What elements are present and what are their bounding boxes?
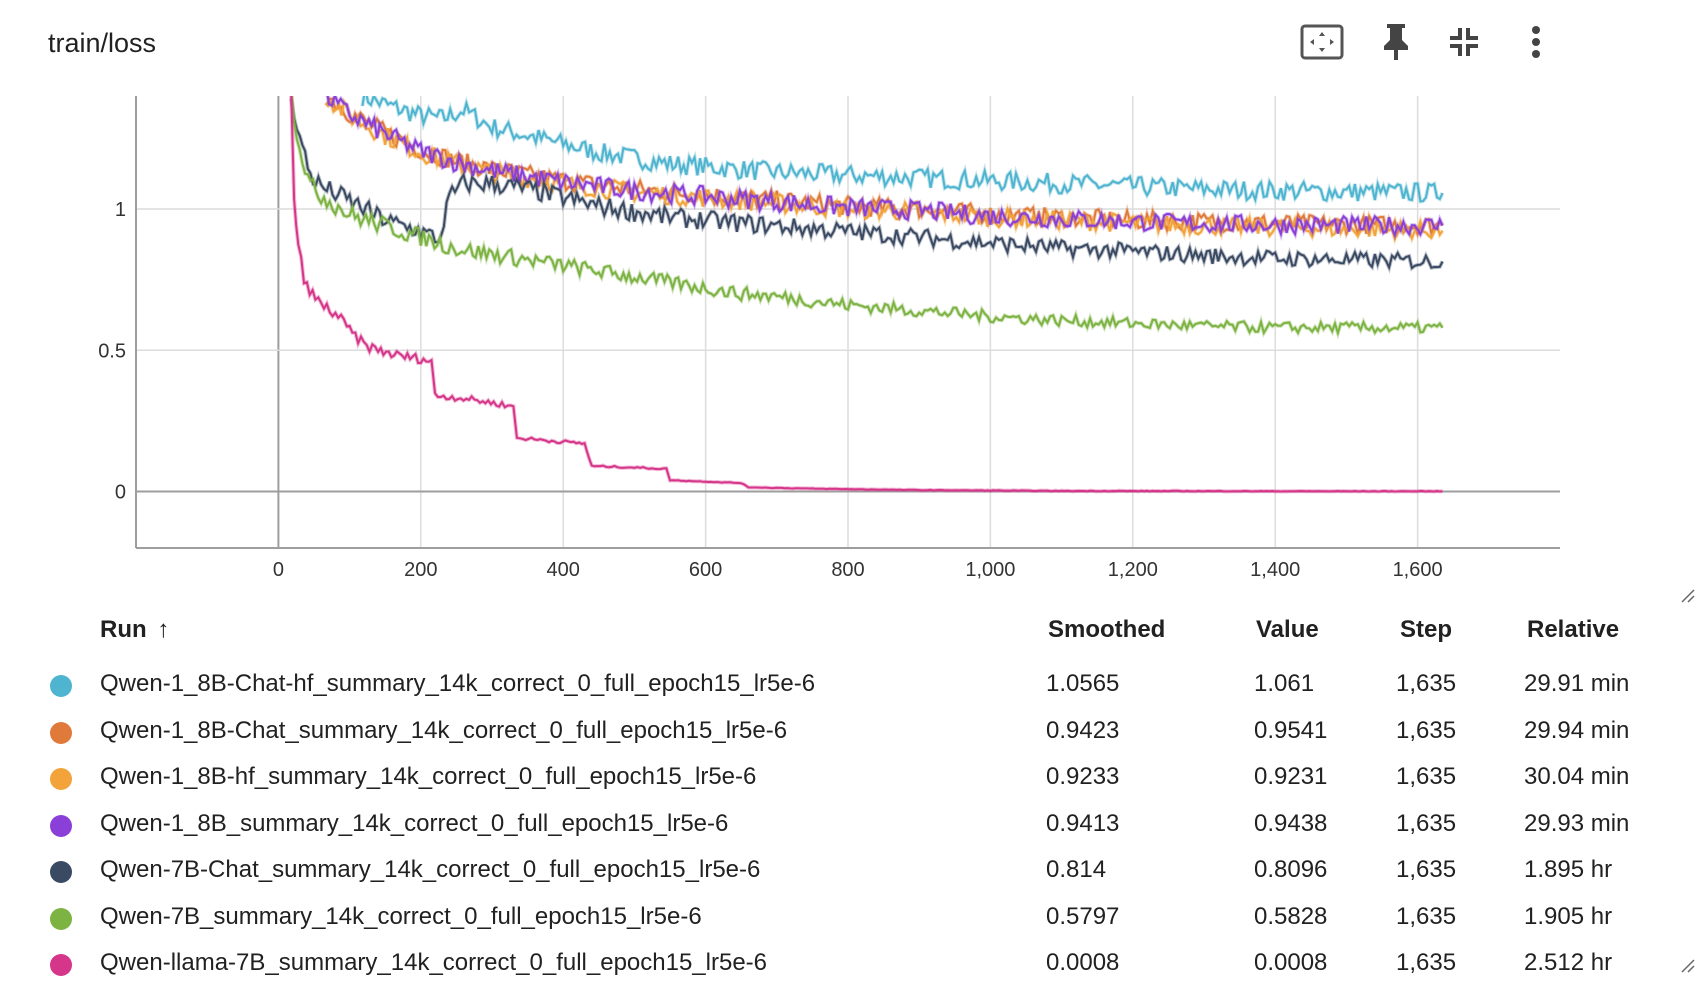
legend-cell-step: 1,635	[1396, 809, 1457, 837]
legend-cell-run: Qwen-7B_summary_14k_correct_0_full_epoch…	[100, 902, 702, 930]
more-vert-icon	[1532, 26, 1540, 58]
legend-cell-run: Qwen-7B-Chat_summary_14k_correct_0_full_…	[100, 856, 761, 883]
legend-row[interactable]: Qwen-1_8B-Chat_summary_14k_correct_0_ful…	[0, 709, 1696, 753]
x-tick-label: 0	[273, 559, 284, 581]
x-tick-label: 600	[689, 559, 722, 581]
legend-cell-value: 0.9541	[1254, 716, 1328, 744]
legend-cell-step: 1,635	[1396, 763, 1457, 790]
card-title: train/loss	[48, 28, 157, 58]
legend-cell-step: 1,635	[1396, 902, 1457, 930]
legend-cell-relative: 1.905 hr	[1524, 902, 1613, 930]
header-run[interactable]: Run ↑	[100, 616, 169, 644]
y-tick-label: 0.5	[98, 340, 126, 362]
legend-cell-step: 1,635	[1396, 670, 1457, 697]
x-tick-label: 1,200	[1108, 559, 1158, 581]
pin-button[interactable]	[1372, 18, 1420, 66]
series-line	[290, 96, 1444, 337]
legend-cell-value: 0.9231	[1254, 763, 1328, 790]
legend-cell-relative: 29.91 min	[1524, 670, 1630, 697]
legend-cell-relative: 29.94 min	[1524, 716, 1630, 744]
resize-grip-icon	[1681, 959, 1695, 973]
legend-row[interactable]: Qwen-7B_summary_14k_correct_0_full_epoch…	[0, 895, 1696, 939]
header-relative: Relative	[1527, 616, 1620, 643]
series-line	[290, 98, 1444, 271]
legend-row[interactable]: Qwen-llama-7B_summary_14k_correct_0_full…	[0, 941, 1696, 985]
y-tick-label: 0	[115, 482, 126, 504]
legend-cell-smoothed: 0.9233	[1046, 763, 1120, 790]
x-tick-label: 1,600	[1393, 559, 1443, 581]
more-menu-button[interactable]	[1512, 18, 1560, 66]
series-line	[326, 96, 1444, 238]
resize-grip-icon	[1681, 589, 1695, 603]
resize-handle-chart[interactable]	[1680, 588, 1696, 604]
legend-cell-step: 1,635	[1396, 856, 1457, 883]
header-smoothed: Smoothed	[1048, 616, 1166, 643]
run-color-dot	[50, 675, 72, 697]
legend-cell-relative: 1.895 hr	[1524, 856, 1613, 883]
sort-ascending-icon: ↑	[157, 616, 170, 643]
legend-cell-step: 1,635	[1396, 949, 1457, 976]
x-tick-label: 1,000	[965, 559, 1015, 581]
run-color-dot	[50, 954, 72, 976]
legend-cell-smoothed: 0.9413	[1046, 809, 1120, 837]
x-tick-label: 1,400	[1250, 559, 1300, 581]
legend-row[interactable]: Qwen-1_8B_summary_14k_correct_0_full_epo…	[0, 802, 1696, 846]
legend-cell-smoothed: 0.814	[1046, 856, 1107, 883]
header-run-label: Run	[100, 616, 147, 643]
run-color-dot	[50, 861, 72, 883]
x-tick-label: 800	[831, 559, 864, 581]
legend-row[interactable]: Qwen-7B-Chat_summary_14k_correct_0_full_…	[0, 848, 1696, 892]
legend-row[interactable]: Qwen-1_8B-hf_summary_14k_correct_0_full_…	[0, 755, 1696, 799]
header-value: Value	[1256, 616, 1319, 643]
legend-cell-run: Qwen-1_8B-Chat_summary_14k_correct_0_ful…	[100, 716, 788, 744]
legend-cell-value: 0.9438	[1254, 809, 1328, 837]
legend-cell-step: 1,635	[1396, 716, 1457, 744]
legend-cell-relative: 2.512 hr	[1524, 949, 1613, 976]
x-tick-label: 200	[404, 559, 437, 581]
series-line	[361, 96, 1444, 204]
series-raw-line	[289, 96, 1443, 494]
line-chart[interactable]: 0 200 400 600 800 1,000 1,200 1,400 1,600 0 0.5 1	[0, 0, 1704, 610]
legend-cell-smoothed: 0.5797	[1046, 902, 1120, 930]
series-line	[324, 99, 1444, 243]
run-color-dot	[50, 907, 72, 930]
run-color-dot	[50, 721, 72, 744]
series-line	[325, 97, 1444, 238]
run-color-dot	[50, 814, 72, 837]
pin-icon	[1384, 24, 1408, 60]
fit-to-data-icon	[1300, 24, 1344, 60]
series-line	[290, 96, 1443, 493]
legend-cell-value: 0.8096	[1254, 856, 1328, 883]
resize-handle-table[interactable]	[1680, 958, 1696, 974]
legend-cell-run: Qwen-1_8B_summary_14k_correct_0_full_epo…	[100, 809, 729, 837]
legend-cell-value: 0.5828	[1254, 902, 1328, 930]
x-tick-label: 400	[547, 559, 580, 581]
legend-cell-smoothed: 0.9423	[1046, 716, 1120, 744]
legend-cell-smoothed: 1.0565	[1046, 670, 1120, 697]
legend-cell-smoothed: 0.0008	[1046, 949, 1120, 976]
run-color-dot	[50, 768, 72, 790]
legend-cell-relative: 30.04 min	[1524, 763, 1630, 790]
fit-domain-button[interactable]	[1298, 18, 1346, 66]
legend-row[interactable]: Qwen-1_8B-Chat-hf_summary_14k_correct_0_…	[0, 662, 1696, 706]
legend-cell-run: Qwen-1_8B-Chat-hf_summary_14k_correct_0_…	[100, 670, 816, 697]
legend-cell-value: 1.061	[1254, 670, 1315, 697]
legend-cell-value: 0.0008	[1254, 949, 1328, 976]
legend-cell-relative: 29.93 min	[1524, 809, 1630, 837]
header-step: Step	[1400, 616, 1453, 643]
legend-cell-run: Qwen-llama-7B_summary_14k_correct_0_full…	[100, 949, 768, 976]
y-tick-label: 1	[115, 199, 126, 221]
legend-cell-run: Qwen-1_8B-hf_summary_14k_correct_0_full_…	[100, 763, 757, 790]
